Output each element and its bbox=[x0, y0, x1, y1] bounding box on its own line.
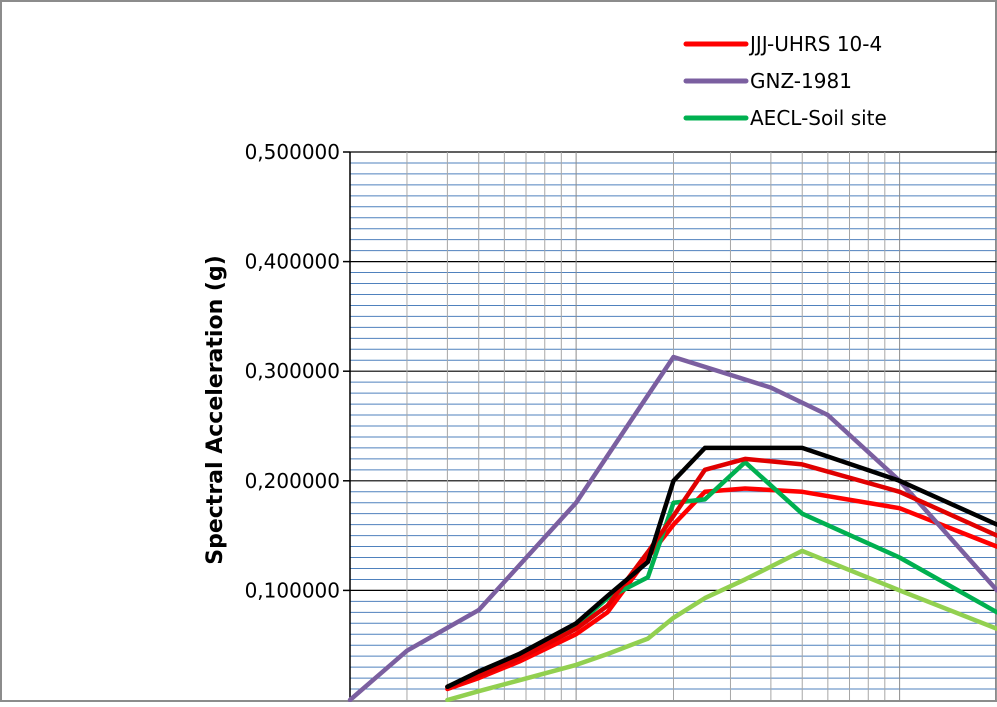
series-line-4 bbox=[445, 456, 997, 690]
legend-entry-1: JJJ-UHRS 10-4 bbox=[748, 32, 882, 56]
y-tick-label: 0,400000 bbox=[245, 250, 340, 274]
series-layer bbox=[347, 354, 997, 703]
series-line-5 bbox=[445, 445, 997, 690]
y-tick-label: 0,500000 bbox=[245, 140, 340, 164]
legend-entry-3: AECL-Soil site bbox=[750, 106, 887, 130]
y-tick-label: 0,300000 bbox=[245, 359, 340, 383]
series-line-2 bbox=[347, 354, 997, 703]
legend-entry-2: GNZ-1981 bbox=[750, 69, 852, 93]
series-line-6 bbox=[445, 548, 997, 703]
y-tick-label: 0,200000 bbox=[245, 469, 340, 493]
grid-layer bbox=[349, 151, 997, 700]
tick-layer: 0,100000 0,200000 0,300000 0,400000 0,500000 bbox=[245, 140, 340, 602]
axis-layer bbox=[343, 151, 351, 700]
y-tick-label: 0,100000 bbox=[245, 578, 340, 602]
legend: JJJ-UHRS 10-4 GNZ-1981 AECL-Soil site bbox=[683, 32, 887, 130]
y-axis-label: Spectral Acceleration (g) bbox=[203, 255, 228, 565]
